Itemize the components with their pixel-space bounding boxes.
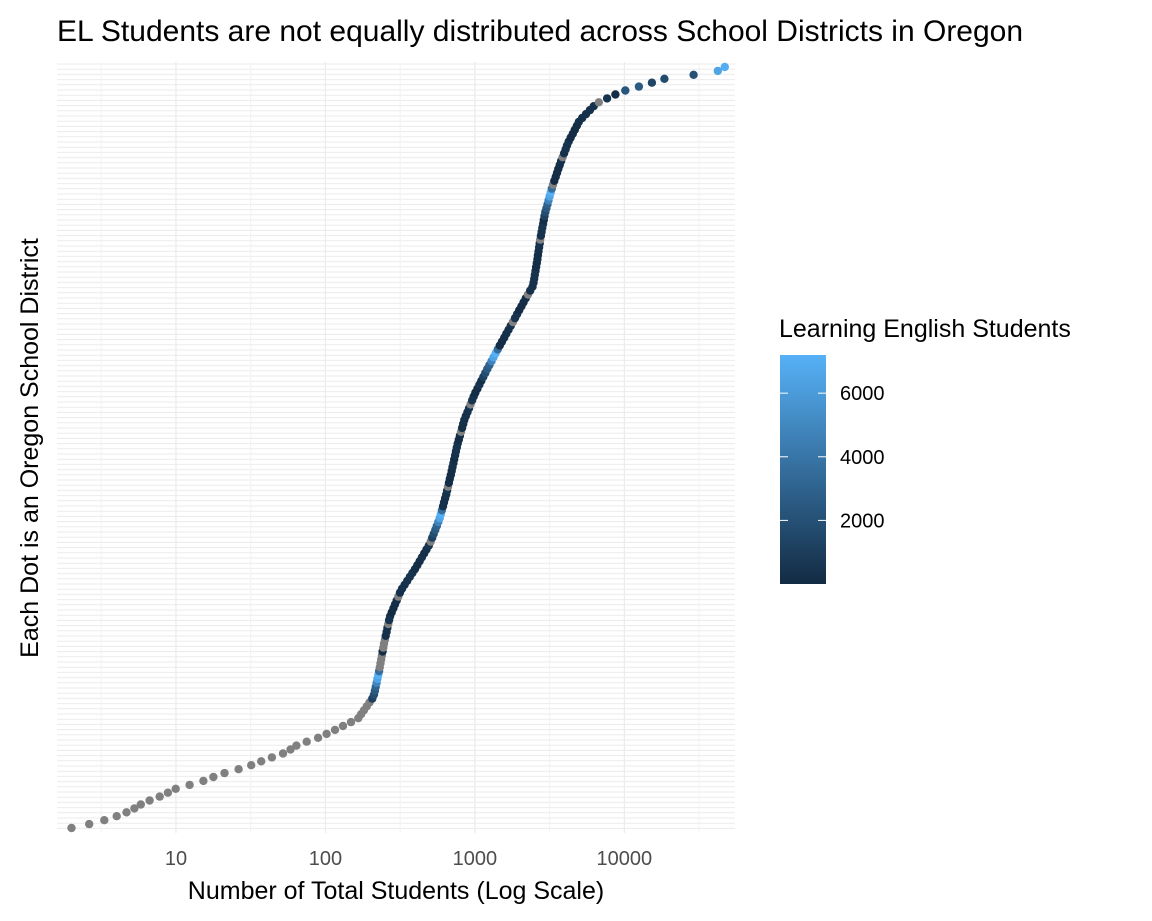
data-point (171, 784, 180, 793)
data-point (185, 780, 194, 790)
x-tick-label: 1000 (453, 848, 498, 870)
legend-title: Learning English Students (779, 315, 1071, 343)
data-point (621, 86, 630, 95)
grid-layer (57, 62, 735, 833)
data-point (634, 82, 644, 91)
data-point (594, 98, 603, 107)
data-point (292, 741, 301, 750)
data-point (302, 737, 311, 746)
data-point (122, 808, 131, 817)
x-tick-label: 100 (309, 848, 342, 870)
data-point (660, 74, 669, 84)
data-point (234, 765, 243, 774)
data-point (330, 725, 340, 735)
x-axis-ticks: 10 100 1000 10000 (165, 848, 652, 870)
y-axis-title: Each Dot is an Oregon School District (16, 238, 44, 658)
legend: Learning English Students 2000 4000 6000 (779, 315, 1071, 584)
chart-title: EL Students are not equally distributed … (57, 15, 1023, 48)
data-point (267, 753, 277, 762)
legend-tick-label: 6000 (840, 383, 885, 405)
data-point (209, 772, 218, 782)
legend-ticks: 2000 4000 6000 (780, 383, 885, 532)
x-axis-title: Number of Total Students (Log Scale) (188, 877, 604, 905)
colorbar (780, 355, 826, 584)
data-point (199, 776, 208, 786)
data-point (67, 823, 76, 833)
data-point (338, 721, 348, 731)
data-point (85, 819, 94, 829)
data-point (130, 804, 139, 813)
points-layer (67, 62, 729, 833)
data-point (278, 749, 288, 758)
data-point (112, 812, 121, 821)
x-tick-label: 10000 (597, 848, 653, 870)
legend-tick-label: 4000 (840, 447, 885, 469)
data-point (247, 761, 256, 770)
data-point (602, 94, 612, 103)
data-point (163, 788, 173, 797)
data-point (713, 66, 722, 76)
x-tick-label: 10 (165, 848, 187, 870)
data-point (155, 792, 164, 801)
data-point (286, 745, 295, 754)
data-point (689, 70, 698, 80)
data-point (257, 757, 266, 766)
data-point (611, 90, 620, 99)
data-point (313, 733, 323, 742)
legend-tick-label: 2000 (840, 510, 885, 532)
data-point (346, 717, 356, 727)
data-point (322, 729, 331, 739)
data-point (647, 78, 657, 87)
data-point (100, 816, 109, 825)
data-point (220, 768, 229, 778)
data-point (720, 62, 729, 72)
data-point (136, 800, 145, 809)
data-point (145, 796, 154, 805)
